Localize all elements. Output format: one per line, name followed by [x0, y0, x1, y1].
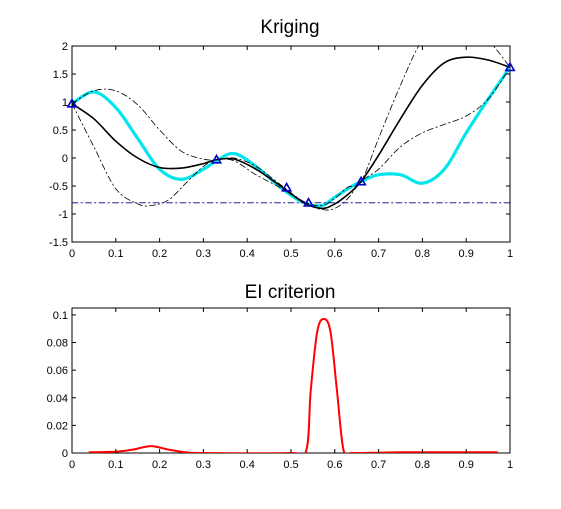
- y-tick-label: -0.5: [49, 181, 68, 193]
- x-tick-label: 0.4: [240, 459, 255, 471]
- observation-point: [210, 153, 223, 164]
- kriging-ticks-group: 0 0.1 0.2 0.3 0.4 0.5 0.6 0.7 0.8 0.9 1 -1.5 -1 -0.5 0…: [49, 41, 513, 260]
- x-tick-label: 0: [69, 459, 75, 471]
- y-tick-label: -1: [58, 209, 68, 221]
- x-tick-label: 0.7: [371, 248, 386, 260]
- y-tick-label: 1.5: [53, 69, 68, 81]
- x-tick-label: 0.8: [415, 248, 430, 260]
- x-tick-label: 0.4: [240, 248, 255, 260]
- y-tick-label: 0: [62, 448, 68, 460]
- x-tick-label: 0.5: [283, 459, 298, 471]
- observation-point: [355, 175, 367, 186]
- y-tick-label: 0.04: [47, 393, 68, 405]
- x-tick-label: 0.6: [327, 459, 342, 471]
- series-upper-bound: [72, 46, 510, 207]
- kriging-title: Kriging: [260, 17, 319, 38]
- ei-series-group: [88, 318, 498, 453]
- x-tick-label: 0.1: [108, 248, 123, 260]
- y-tick-label: 2: [62, 41, 68, 53]
- y-tick-label: 0.02: [47, 420, 68, 432]
- ei-plot-frame: [71, 307, 511, 454]
- x-tick-label: 1: [507, 248, 513, 260]
- kriging-plot-frame: [71, 45, 511, 243]
- x-tick-label: 0.3: [196, 248, 211, 260]
- x-tick-label: 0.1: [108, 459, 123, 471]
- observation-point: [281, 181, 293, 192]
- kriging-plot: Kriging 0 0.1 0.2 0.3 0.4 0.5 0.6 0.7 0.8 0.9 1 -1.…: [49, 17, 516, 260]
- observation-point: [504, 61, 516, 72]
- ei-plot: EI criterion 0 0.1 0.2 0.3 0.4 0.5 0.6 0.7 0.8 0.…: [47, 282, 513, 471]
- x-tick-label: 0.8: [415, 459, 430, 471]
- y-tick-label: 0: [62, 153, 68, 165]
- x-tick-label: 0.5: [283, 248, 298, 260]
- x-tick-label: 0.2: [152, 459, 167, 471]
- x-tick-label: 0.9: [459, 248, 474, 260]
- series-lower-bound: [72, 66, 510, 211]
- series-expected-improvement: [88, 318, 498, 453]
- observation-point: [66, 97, 78, 108]
- y-tick-label: 0.08: [47, 338, 68, 350]
- y-tick-label: 1: [62, 97, 68, 109]
- kriging-series-group: [66, 46, 516, 211]
- y-tick-label: 0.06: [47, 365, 68, 377]
- observation-point: [302, 196, 315, 207]
- x-tick-label: 0.3: [196, 459, 211, 471]
- x-tick-label: 0.6: [327, 248, 342, 260]
- ei-ticks-group: 0 0.1 0.2 0.3 0.4 0.5 0.6 0.7 0.8 0.9 1 0 0.02 0.04 0.…: [47, 308, 513, 471]
- x-tick-label: 0.2: [152, 248, 167, 260]
- y-tick-label: -1.5: [49, 237, 68, 249]
- y-tick-label: 0.1: [53, 310, 68, 322]
- x-tick-label: 0.7: [371, 459, 386, 471]
- ei-title: EI criterion: [245, 282, 336, 303]
- y-tick-label: 0.5: [53, 125, 68, 137]
- x-tick-label: 0: [69, 248, 75, 260]
- x-tick-label: 1: [507, 459, 513, 471]
- x-tick-label: 0.9: [459, 459, 474, 471]
